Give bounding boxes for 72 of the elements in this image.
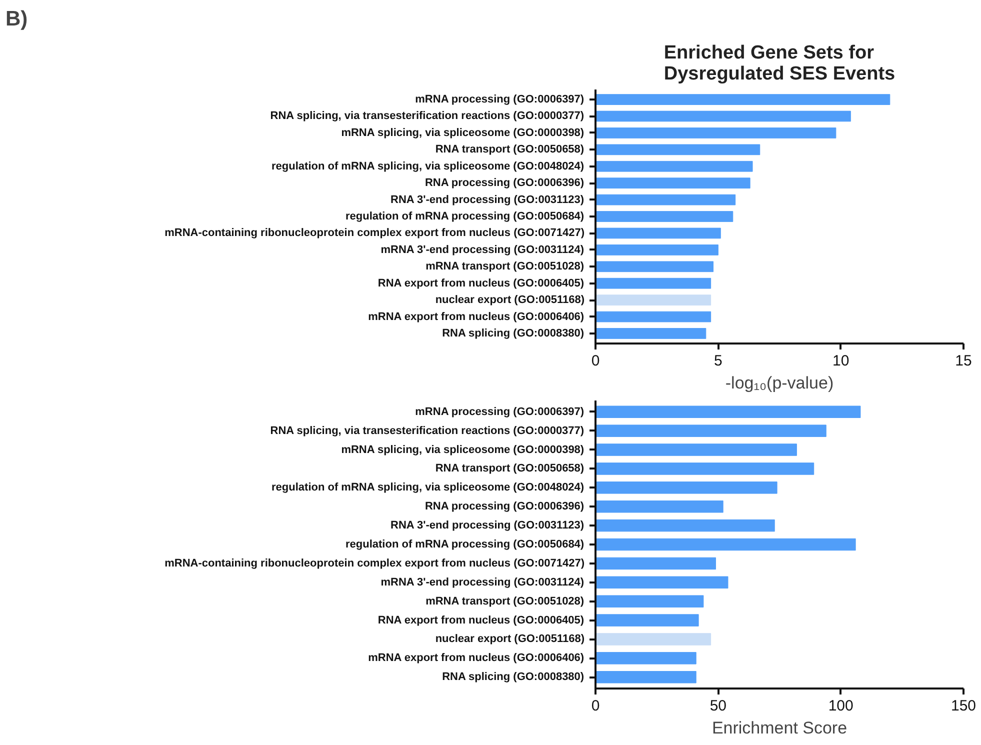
bar (596, 194, 736, 206)
bar (596, 228, 721, 239)
y-tick-label: mRNA export from nucleus (GO:0006406) (368, 652, 584, 664)
y-tick-label: mRNA export from nucleus (GO:0006406) (368, 310, 584, 323)
y-tick-label: mRNA transport (GO:0051028) (426, 595, 584, 608)
y-tick-label: mRNA transport (GO:0051028) (426, 260, 584, 273)
bar (596, 328, 706, 339)
bar (596, 424, 826, 437)
bar (596, 500, 724, 513)
bar (596, 160, 753, 172)
x-tick-label: 5 (714, 352, 722, 370)
bar (596, 462, 814, 475)
x-tick-label: 50 (710, 698, 727, 714)
bar (596, 278, 712, 289)
y-tick-label: mRNA-containing ribonucleoprotein complex export from nucleus (GO:0071427) (164, 227, 585, 240)
bar (596, 211, 734, 222)
bar (596, 557, 716, 570)
bar (596, 671, 696, 684)
y-tick-label: RNA 3'-end processing (GO:0031123) (390, 520, 584, 532)
y-tick-label: RNA transport (GO:0050658) (435, 462, 584, 475)
y-tick-label: regulation of mRNA processing (GO:0050684) (346, 538, 584, 550)
bar (596, 538, 856, 551)
chart-title: Enriched Gene Sets for Dysregulated SES Events (664, 42, 896, 84)
y-tick-label: regulation of mRNA splicing, via spliceosome (GO:0048024) (272, 482, 584, 494)
bar (596, 128, 836, 138)
bar (596, 244, 718, 256)
y-tick-label: mRNA splicing, via spliceosome (GO:0000398) (341, 444, 584, 456)
y-tick-label: mRNA splicing, via spliceosome (GO:0000398) (341, 126, 584, 139)
y-tick-label: RNA 3'-end processing (GO:0031123) (390, 194, 584, 206)
x-axis-title: Enrichment Score (712, 718, 848, 738)
y-tick-label: RNA splicing (GO:0008380) (442, 671, 584, 684)
bar (596, 94, 890, 105)
y-tick-label: RNA transport (GO:0050658) (435, 144, 584, 156)
x-tick-label: 100 (828, 698, 854, 714)
y-tick-label: regulation of mRNA processing (GO:0050684) (346, 210, 584, 222)
y-tick-label: RNA export from nucleus (GO:0006405) (378, 277, 584, 290)
bar (596, 652, 696, 664)
bar (596, 519, 775, 532)
y-tick-label: mRNA 3'-end processing (GO:0031124) (380, 576, 584, 588)
x-tick-label: 0 (591, 352, 600, 370)
y-tick-label: nuclear export (GO:0051168) (435, 633, 585, 646)
x-axis-title: -log₁₀(p-value) (725, 374, 834, 392)
x-tick-label: 10 (832, 352, 850, 370)
y-tick-label: RNA splicing, via transesterification reactions (GO:0000377) (270, 424, 584, 437)
x-tick-label: 150 (950, 698, 976, 714)
bar (596, 482, 778, 494)
bar (596, 633, 712, 646)
bar (596, 614, 699, 626)
y-tick-label: RNA processing (GO:0006396) (424, 177, 584, 190)
y-tick-label: mRNA-containing ribonucleoprotein complex export from nucleus (GO:0071427) (164, 557, 585, 570)
bar (596, 110, 851, 122)
y-tick-label: regulation of mRNA splicing, via spliceosome (GO:0048024) (272, 160, 584, 172)
bar (596, 144, 760, 156)
y-tick-label: mRNA processing (GO:0006397) (415, 406, 584, 418)
x-tick-label: 15 (955, 352, 972, 370)
bar (596, 444, 797, 456)
y-tick-label: nuclear export (GO:0051168) (435, 294, 585, 306)
y-tick-label: RNA splicing (GO:0008380) (442, 327, 584, 340)
text: B) (6, 8, 28, 30)
y-tick-label: mRNA processing (GO:0006397) (415, 94, 584, 106)
bar (596, 178, 750, 189)
bar (596, 294, 712, 306)
bar (596, 406, 861, 418)
y-tick-label: mRNA 3'-end processing (GO:0031124) (380, 244, 584, 256)
y-tick-label: RNA splicing, via transesterification reactions (GO:0000377) (270, 110, 584, 122)
y-tick-label: RNA processing (GO:0006396) (424, 500, 584, 513)
bar (596, 311, 712, 322)
bar (596, 595, 704, 608)
bar (596, 576, 728, 589)
x-tick-label: 0 (591, 698, 600, 714)
y-tick-label: RNA export from nucleus (GO:0006405) (378, 614, 584, 626)
bar (596, 261, 714, 272)
